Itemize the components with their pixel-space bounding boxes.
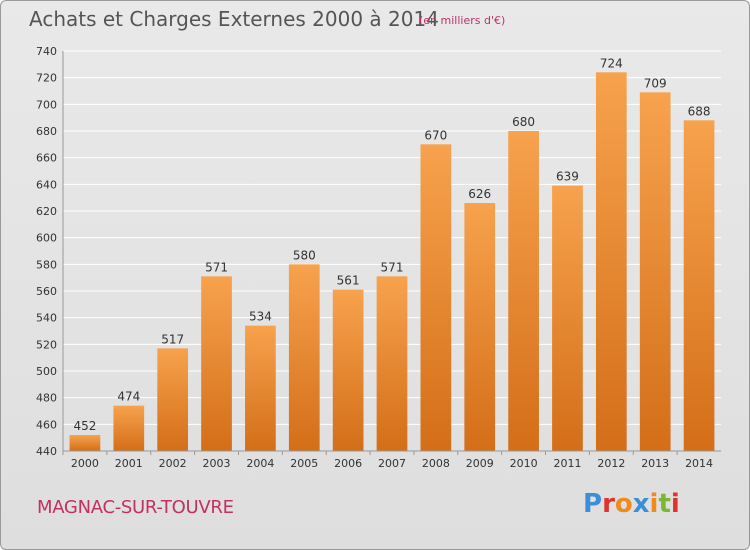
y-tick-label: 680 <box>36 125 57 138</box>
bar-2006[interactable] <box>332 289 364 451</box>
value-label: 571 <box>381 260 404 274</box>
x-tick-label: 2012 <box>597 457 625 470</box>
value-label: 709 <box>644 76 667 90</box>
value-label: 639 <box>556 170 579 184</box>
y-tick-label: 580 <box>36 258 57 271</box>
value-label: 724 <box>600 56 623 70</box>
y-tick-label: 720 <box>36 72 57 85</box>
bar-2003[interactable] <box>201 276 232 451</box>
value-label: 580 <box>293 248 316 262</box>
x-tick-label: 2007 <box>378 457 406 470</box>
logo-letter: t <box>658 489 671 519</box>
x-tick-label: 2000 <box>71 457 99 470</box>
bar-2014[interactable] <box>683 120 715 451</box>
x-tick-label: 2008 <box>422 457 450 470</box>
logo-letter: i <box>670 489 680 519</box>
value-label: 626 <box>468 187 491 201</box>
value-label: 452 <box>73 419 96 433</box>
chart-title: Achats et Charges Externes 2000 à 2014 <box>29 7 439 31</box>
chart-subtitle: (en milliers d'€) <box>419 14 506 27</box>
y-tick-label: 440 <box>36 445 57 458</box>
y-tick-label: 660 <box>36 152 57 165</box>
x-tick-label: 2013 <box>641 457 669 470</box>
logo-letter: r <box>602 489 615 519</box>
value-label: 688 <box>688 104 711 118</box>
bar-2001[interactable] <box>113 405 145 451</box>
bar-2009[interactable] <box>464 203 496 451</box>
value-label: 670 <box>424 128 447 142</box>
x-axis: 2000 2001 2002 2003 2004 2005 2006 2007 2008 2009… <box>62 450 721 470</box>
y-tick-label: 620 <box>36 205 57 218</box>
logo-letter: P <box>583 489 603 519</box>
y-tick-label: 500 <box>36 365 57 378</box>
y-tick-label: 540 <box>36 312 57 325</box>
x-tick-label: 2014 <box>685 457 713 470</box>
bar-2011[interactable] <box>552 185 583 451</box>
x-tick-label: 2010 <box>510 457 538 470</box>
value-labels: 452 474 517 571 534 580 561 571 670 626 680 639 724 7… <box>73 56 710 433</box>
x-tick-label: 2002 <box>159 457 187 470</box>
logo-letter: i <box>649 489 659 519</box>
logo-letter: o <box>614 489 633 519</box>
proxiti-logo[interactable]: Proxiti <box>583 489 680 519</box>
logo-letter: x <box>632 489 650 519</box>
bar-2013[interactable] <box>639 92 671 451</box>
y-tick-label: 560 <box>36 285 57 298</box>
bar-2010[interactable] <box>508 131 539 451</box>
x-tick-label: 2006 <box>334 457 362 470</box>
x-tick-label: 2001 <box>115 457 143 470</box>
value-label: 534 <box>249 310 272 324</box>
value-label: 561 <box>337 274 360 288</box>
bar-2008[interactable] <box>420 144 452 452</box>
bar-2012[interactable] <box>595 72 627 451</box>
y-tick-label: 600 <box>36 232 57 245</box>
y-tick-label: 740 <box>36 45 57 58</box>
bar-2007[interactable] <box>376 276 408 451</box>
bar-2000[interactable] <box>69 435 101 451</box>
y-tick-label: 640 <box>36 178 57 191</box>
y-tick-label: 520 <box>36 338 57 351</box>
y-tick-label: 700 <box>36 98 57 111</box>
value-label: 571 <box>205 260 228 274</box>
x-tick-label: 2009 <box>466 457 494 470</box>
bar-2005[interactable] <box>288 264 320 451</box>
bar-2004[interactable] <box>245 325 276 451</box>
bar-2002[interactable] <box>157 348 189 451</box>
x-tick-label: 2005 <box>290 457 318 470</box>
x-tick-label: 2003 <box>203 457 231 470</box>
commune-name: MAGNAC-SUR-TOUVRE <box>37 497 234 518</box>
y-tick-label: 460 <box>36 418 57 431</box>
value-label: 680 <box>512 115 535 129</box>
y-axis: 440 460 480 500 520 540 560 580 600 620 640 660 680 7… <box>36 45 64 458</box>
x-tick-label: 2004 <box>246 457 274 470</box>
y-tick-label: 480 <box>36 392 57 405</box>
x-tick-label: 2011 <box>553 457 581 470</box>
bars <box>69 72 715 452</box>
value-label: 474 <box>117 390 140 404</box>
value-label: 517 <box>161 332 184 346</box>
